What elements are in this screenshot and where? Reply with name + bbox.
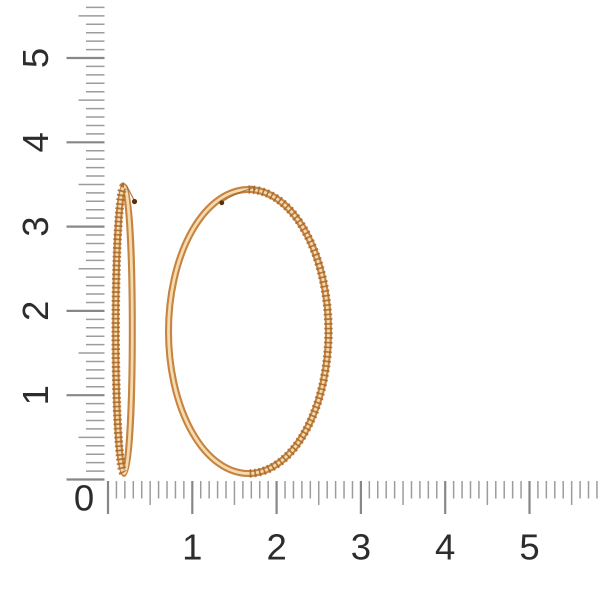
- side-hoop-clasp-hole: [131, 198, 138, 205]
- front-hoop-clasp-wire-seam: [222, 187, 253, 202]
- v-ruler-label-2: 2: [15, 301, 56, 321]
- horizontal-ruler-labels: 1 2 3 4 5: [182, 527, 540, 568]
- front-hoop-diamond-cut-ridges: [248, 185, 333, 478]
- v-ruler-label-3: 3: [15, 216, 56, 236]
- h-ruler-label-1: 1: [182, 527, 202, 568]
- h-ruler-label-3: 3: [351, 527, 371, 568]
- v-ruler-label-1: 1: [15, 385, 56, 405]
- horizontal-ruler-ticks: [106, 481, 598, 514]
- v-ruler-label-4: 4: [15, 132, 56, 152]
- front-hoop-apex-notch: [250, 185, 257, 191]
- h-ruler-label-5: 5: [519, 527, 539, 568]
- earring-front-view: [165, 185, 333, 478]
- side-hoop-clasp-seam: [125, 185, 135, 200]
- v-ruler-label-5: 5: [15, 48, 56, 68]
- earring-side-view: [111, 182, 138, 478]
- vertical-ruler-ticks: [66, 6, 105, 481]
- front-hoop-clasp-hole: [219, 200, 225, 206]
- h-ruler-label-2: 2: [266, 527, 286, 568]
- front-hoop-highlight: [167, 188, 330, 475]
- h-ruler-label-4: 4: [435, 527, 455, 568]
- ruler-origin-label: 0: [74, 478, 94, 519]
- vertical-ruler-labels: 1 2 3 4 5: [15, 48, 56, 406]
